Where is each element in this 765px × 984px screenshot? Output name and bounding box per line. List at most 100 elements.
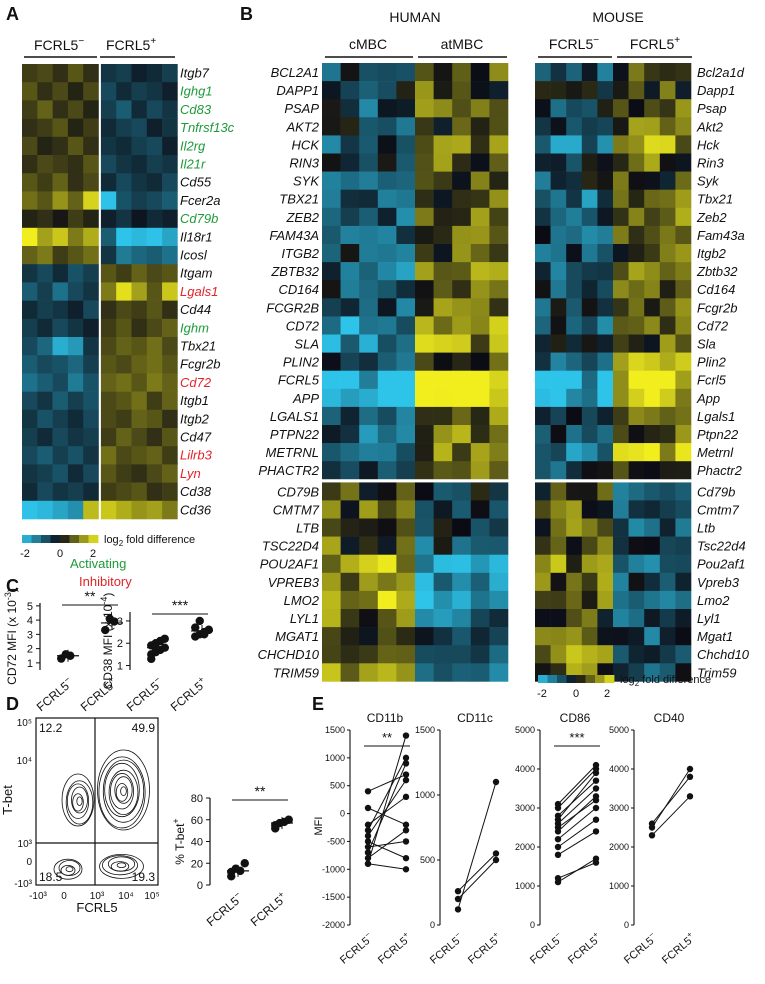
heatmap-cell (566, 207, 583, 227)
heatmap-cell (452, 482, 472, 501)
heatmap-cell (67, 246, 84, 265)
gene-label-dapp1: DAPP1 (276, 83, 319, 98)
heatmap-cell (37, 391, 53, 411)
heatmap-cell (83, 191, 99, 210)
heatmap-cell (628, 99, 645, 118)
pair-point-neg (454, 888, 462, 895)
heatmap-cell (675, 554, 692, 574)
heatmap-cell (100, 209, 117, 229)
heatmap-cell (566, 461, 583, 480)
heatmap-cell (415, 518, 434, 537)
heatmap-cell (433, 280, 453, 299)
heatmap-cell (675, 388, 692, 408)
heatmap-cell (322, 63, 341, 82)
heatmap-cell (581, 117, 598, 136)
gene-label-zeb2: ZEB2 (285, 210, 319, 225)
flow-frame (35, 717, 159, 886)
heatmap-cell (489, 645, 509, 664)
heatmap-cell (644, 554, 661, 574)
heatmap-cell (162, 173, 178, 192)
gene-label-psap: Psap (697, 101, 727, 116)
heatmap-cell (628, 500, 645, 519)
heatmap-cell (340, 280, 360, 299)
heatmap-cell (162, 264, 178, 283)
heatmap-cell (644, 99, 661, 118)
heatmap-cell (628, 135, 645, 154)
heatmap-cell (675, 518, 692, 537)
heatmap-cell (452, 554, 472, 574)
heatmap-cell (675, 609, 692, 628)
heatmap-cell (415, 207, 434, 227)
heatmap-cell (535, 388, 551, 408)
heatmap-cell (116, 64, 132, 83)
heatmap-cell (322, 334, 341, 353)
heatmap-cell (489, 609, 509, 628)
y-tick-label: 500 (330, 781, 345, 791)
pair-line (557, 807, 597, 840)
heatmap-cell (22, 173, 38, 192)
significance-label: *** (172, 597, 189, 613)
heatmap-cell (644, 171, 661, 190)
heatmap-cell (659, 135, 676, 154)
heatmap-cell (415, 153, 434, 172)
heatmap-cell (396, 609, 416, 628)
heatmap-cell (396, 99, 416, 118)
heatmap-cell (22, 282, 38, 301)
gene-label-cd79b: CD79B (277, 484, 319, 499)
heatmap-cell (433, 262, 453, 281)
group-label-sup: − (647, 930, 657, 940)
heatmap-cell (659, 352, 676, 371)
heatmap-cell (628, 316, 645, 335)
heatmap-cell (415, 117, 434, 136)
heatmap-cell (613, 352, 629, 371)
heatmap-cell (470, 207, 490, 227)
heatmap-cell (146, 173, 163, 192)
group-label-sup: − (553, 930, 563, 940)
y-tick-label: 2 (117, 638, 123, 650)
y-tick-label: 4 (27, 615, 33, 627)
heatmap-cell (162, 136, 178, 156)
gene-label-cmtm7: Cmtm7 (697, 502, 740, 517)
heatmap-cell (100, 118, 117, 138)
heatmap-cell (396, 461, 416, 480)
heatmap-cell (100, 191, 117, 210)
panel-b-tick-neg: -2 (537, 688, 547, 700)
heatmap-cell (359, 262, 379, 281)
gene-label-hck: HCK (292, 137, 321, 152)
heatmap-cell (644, 207, 661, 227)
heatmap-cell (52, 373, 69, 392)
group-label-sup: + (491, 930, 501, 940)
heatmap-cell (162, 355, 178, 374)
heatmap-cell (100, 337, 117, 356)
gene-label-lyn: Lyn (180, 466, 201, 481)
colorbar-segment (538, 675, 548, 683)
heatmap-cell (566, 370, 583, 390)
heatmap-cell (396, 280, 416, 299)
heatmap-cell (100, 100, 117, 119)
gene-label-app: App (696, 391, 720, 406)
heatmap-cell (675, 225, 692, 245)
heatmap-cell (116, 136, 132, 156)
heatmap-cell (83, 300, 99, 320)
heatmap-cell (52, 246, 69, 265)
heatmap-cell (659, 63, 676, 82)
heatmap-cell (581, 135, 598, 154)
pair-line (457, 853, 497, 892)
heatmap-cell (322, 298, 341, 317)
heatmap-cell (415, 334, 434, 353)
gene-label-cd38: Cd38 (180, 484, 212, 499)
pair-point-pos (402, 838, 410, 845)
contour-line (98, 756, 146, 829)
heatmap-cell (359, 63, 379, 82)
heatmap-cell (470, 316, 490, 335)
heatmap-cell (162, 209, 178, 229)
heatmap-cell (67, 409, 84, 429)
heatmap-cell (613, 153, 629, 172)
heatmap-cell (489, 225, 509, 245)
heatmap-cell (489, 352, 509, 371)
heatmap-cell (377, 153, 397, 172)
gene-label-cd72: Cd72 (697, 318, 729, 333)
heatmap-cell (52, 209, 69, 229)
heatmap-cell (100, 246, 117, 265)
